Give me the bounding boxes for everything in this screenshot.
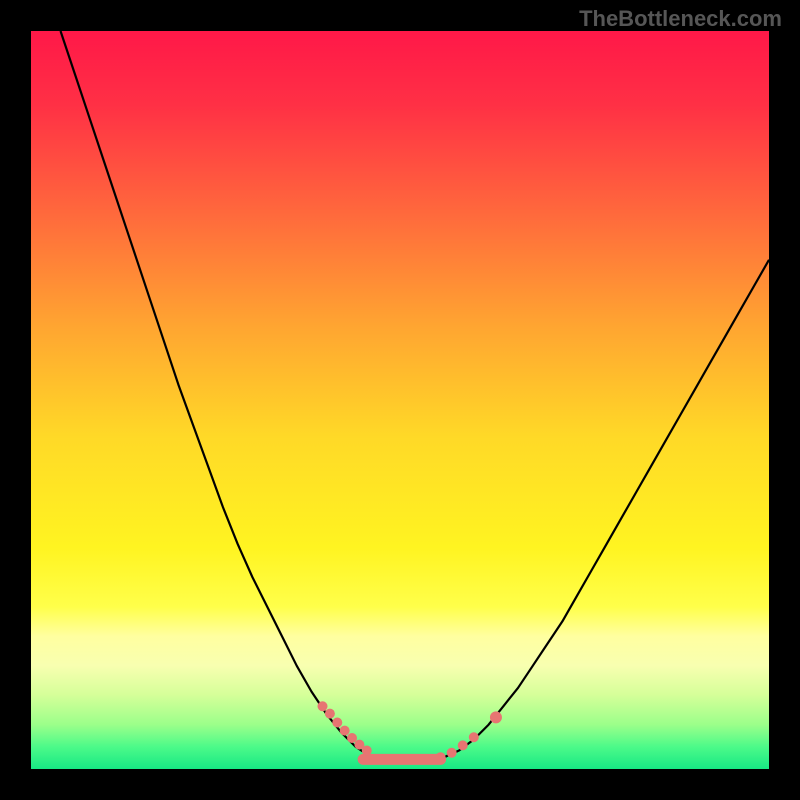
marker-dot [325, 709, 335, 719]
marker-dot [318, 701, 328, 711]
marker-dot [447, 748, 457, 758]
marker-dot [458, 740, 468, 750]
marker-dot [436, 752, 446, 762]
gradient-background [31, 31, 769, 769]
marker-dot-isolated [490, 711, 502, 723]
marker-dot [340, 726, 350, 736]
marker-dot [469, 732, 479, 742]
marker-dot [362, 746, 372, 756]
watermark-text: TheBottleneck.com [579, 6, 782, 32]
marker-dot [332, 718, 342, 728]
bottleneck-curve-chart [31, 31, 769, 769]
